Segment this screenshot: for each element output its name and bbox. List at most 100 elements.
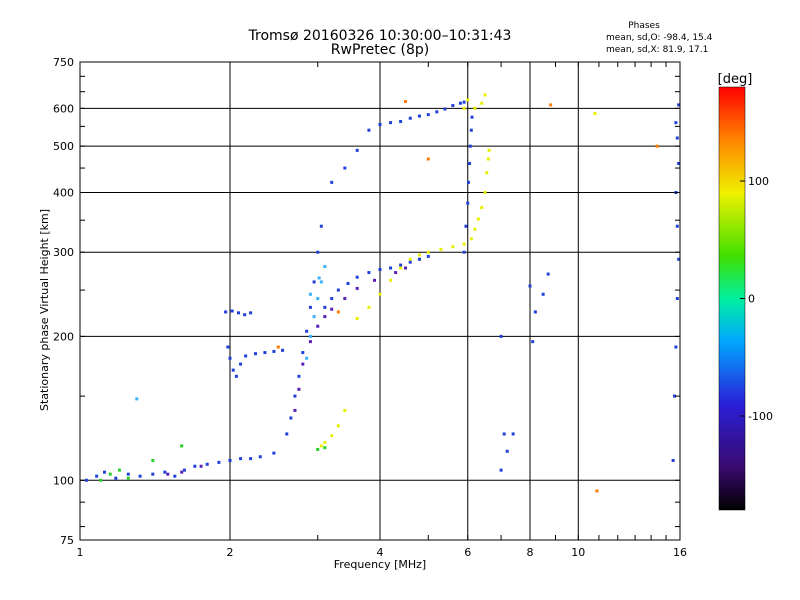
data-point (595, 489, 599, 493)
data-point (151, 472, 155, 476)
data-point (511, 432, 515, 436)
data-point (297, 374, 301, 378)
x-tick-label: 2 (227, 546, 234, 559)
data-point (336, 424, 340, 428)
data-point (458, 101, 462, 105)
data-point (399, 266, 403, 270)
data-point (367, 128, 371, 132)
data-point (403, 100, 407, 104)
data-point (319, 444, 323, 448)
data-point (305, 329, 309, 333)
axis-ticks: 1 2 4 6 8 10 16 75 100 200 300 400 500 600 750 (53, 56, 687, 559)
data-point (126, 472, 130, 476)
data-point (408, 260, 412, 264)
data-point (466, 201, 470, 205)
y-tick-label: 300 (53, 246, 74, 259)
data-point (182, 468, 186, 472)
data-point (319, 224, 323, 228)
data-point (312, 280, 316, 284)
data-point (108, 472, 112, 476)
data-point (199, 464, 203, 468)
data-point (228, 458, 232, 462)
data-point (330, 307, 334, 311)
y-tick-label: 75 (60, 534, 74, 547)
data-point (677, 257, 680, 261)
x-tick-label: 16 (673, 546, 687, 559)
data-point (272, 451, 276, 455)
data-point (239, 457, 243, 461)
data-point (308, 334, 312, 338)
data-point (323, 315, 327, 319)
data-point (451, 104, 455, 108)
data-point (135, 397, 139, 401)
y-tick-label: 750 (53, 56, 74, 69)
data-point (462, 106, 466, 110)
data-point (677, 103, 680, 107)
data-point (426, 250, 430, 254)
data-point (399, 120, 403, 124)
data-point (466, 98, 470, 102)
data-point (114, 476, 118, 480)
data-point (263, 351, 267, 355)
data-point (531, 340, 535, 344)
data-point (343, 297, 347, 301)
data-point (316, 250, 320, 254)
y-tick-label: 400 (53, 186, 74, 199)
data-point (655, 144, 659, 148)
data-point (343, 408, 347, 412)
data-point (355, 286, 359, 290)
data-point (99, 478, 103, 482)
data-point (469, 237, 473, 241)
data-point (330, 180, 334, 184)
x-tick-label: 6 (464, 546, 471, 559)
colorbar-tick-label: -100 (748, 410, 773, 423)
data-point (330, 297, 334, 301)
data-point (244, 354, 248, 358)
data-point (243, 313, 247, 317)
data-point (505, 449, 509, 453)
data-point (239, 362, 243, 366)
colorbar-label: [deg] (718, 72, 753, 87)
data-point (480, 206, 484, 210)
data-point (389, 121, 393, 125)
data-point (336, 288, 340, 292)
data-point (462, 242, 466, 246)
data-point (486, 157, 490, 161)
data-point (330, 434, 334, 438)
data-point (469, 128, 473, 132)
data-point (234, 374, 238, 378)
data-point (468, 144, 472, 148)
data-point (378, 292, 382, 296)
data-point (367, 305, 371, 309)
data-point (319, 280, 323, 284)
data-point (317, 276, 321, 280)
data-point (308, 340, 312, 344)
data-point (671, 458, 675, 462)
colorbar-tick-label: 100 (748, 175, 769, 188)
data-point (483, 93, 487, 97)
data-point (84, 478, 88, 482)
data-point (593, 112, 597, 116)
data-point (308, 292, 312, 296)
data-point (528, 284, 532, 288)
data-point (487, 148, 491, 152)
data-point (305, 356, 309, 360)
data-point (193, 464, 197, 468)
data-point (249, 311, 253, 315)
data-point (464, 224, 468, 228)
data-point (480, 101, 484, 105)
data-point (674, 121, 678, 125)
data-point (316, 447, 320, 451)
data-point (502, 432, 506, 436)
data-point (285, 432, 289, 436)
data-point (217, 460, 221, 464)
data-point (205, 462, 209, 466)
data-point (470, 115, 474, 119)
data-point (443, 107, 447, 111)
data-point (355, 148, 359, 152)
data-point (346, 282, 350, 286)
x-tick-label: 8 (527, 546, 534, 559)
data-point (343, 166, 347, 170)
phase-info-line2: mean, sd,X: 81.9, 17.1 (606, 45, 708, 55)
data-point (462, 100, 466, 104)
